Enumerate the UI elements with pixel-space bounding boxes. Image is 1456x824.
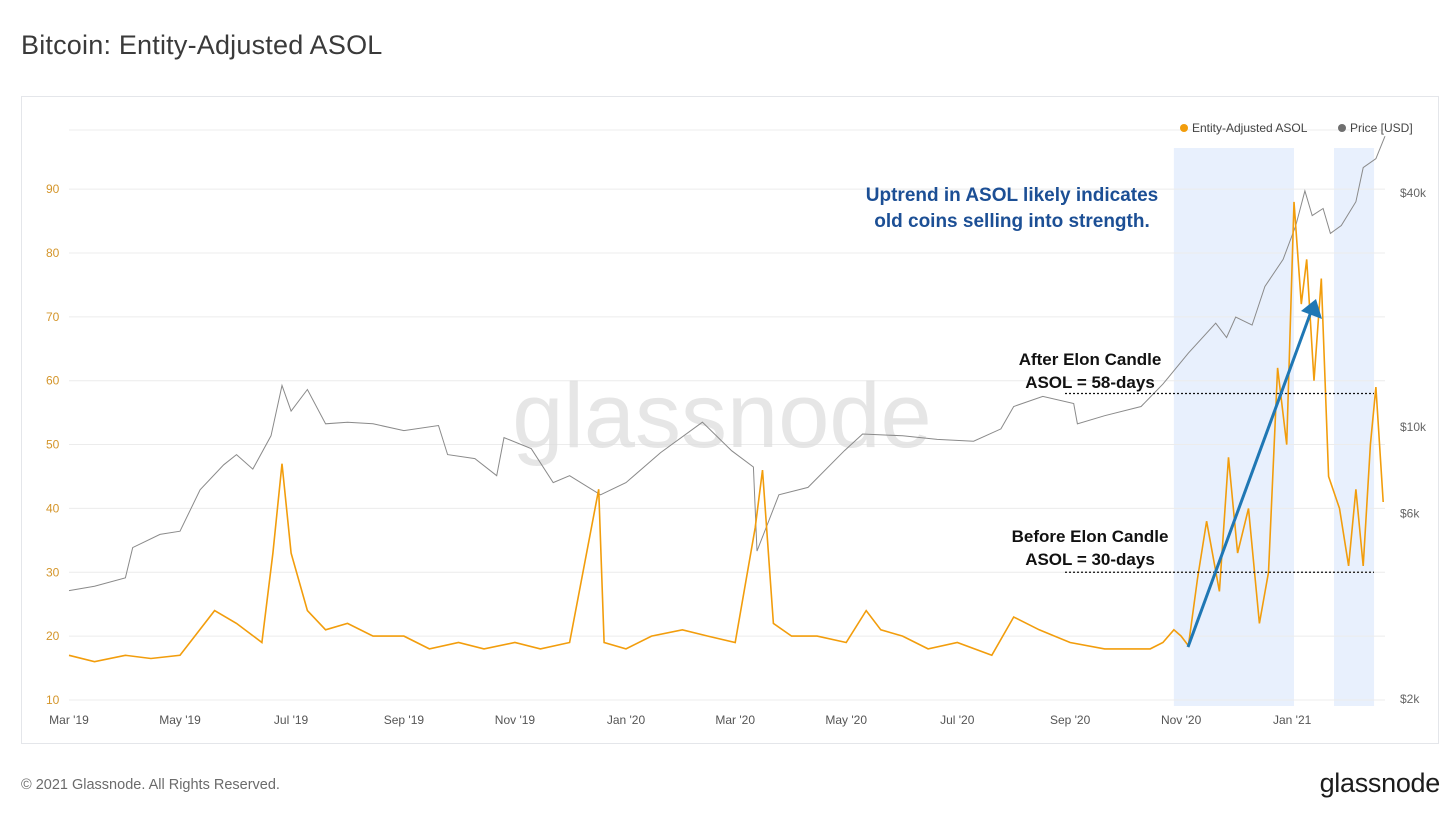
y-left-tick-label: 60	[46, 374, 60, 388]
x-tick-label: Sep '20	[1050, 713, 1091, 727]
trend-arrow	[1186, 299, 1322, 648]
asol-series-line	[68, 201, 1384, 663]
y-right-tick-label: $10k	[1400, 420, 1427, 434]
annotations: Uptrend in ASOL likely indicates old coin…	[866, 185, 1169, 569]
x-tick-label: Jan '21	[1273, 713, 1312, 727]
y-axis-right: $2k $6k $10k $40k	[1400, 186, 1427, 706]
x-tick-label: Jul '19	[274, 713, 309, 727]
y-right-tick-label: $6k	[1400, 506, 1420, 520]
legend-swatch-price	[1338, 124, 1346, 132]
annotation-after-line: After Elon Candle	[1019, 350, 1162, 369]
y-right-tick-label: $40k	[1400, 186, 1427, 200]
x-tick-label: Mar '19	[49, 713, 89, 727]
y-left-tick-label: 20	[46, 629, 60, 643]
glassnode-logo[interactable]: glassnode	[1319, 768, 1441, 798]
price-series-line	[68, 136, 1386, 592]
x-tick-label: May '19	[159, 713, 201, 727]
annotation-before-line: ASOL = 30-days	[1025, 550, 1155, 569]
page-title: Bitcoin: Entity-Adjusted ASOL	[21, 30, 383, 60]
y-left-tick-label: 70	[46, 310, 60, 324]
x-tick-label: Nov '20	[1161, 713, 1202, 727]
highlight-bands	[1173, 148, 1375, 706]
y-axis-left: 10 20 30 40 50 60 70 80 90	[46, 182, 60, 707]
legend-label-asol: Entity-Adjusted ASOL	[1192, 121, 1308, 135]
annotation-uptrend-line: Uptrend in ASOL likely indicates	[866, 185, 1158, 206]
legend-swatch-asol	[1180, 124, 1188, 132]
y-left-tick-label: 50	[46, 438, 60, 452]
copyright: © 2021 Glassnode. All Rights Reserved.	[21, 777, 280, 793]
x-tick-label: Jan '20	[607, 713, 646, 727]
x-tick-label: Sep '19	[384, 713, 425, 727]
legend: Entity-Adjusted ASOL Price [USD]	[1180, 121, 1413, 135]
y-right-tick-label: $2k	[1400, 692, 1420, 706]
trend-arrow-head	[1301, 299, 1322, 319]
annotation-uptrend-line: old coins selling into strength.	[874, 211, 1150, 232]
trend-arrow-shaft	[1186, 308, 1314, 648]
y-left-tick-label: 80	[46, 246, 60, 260]
x-tick-label: May '20	[825, 713, 867, 727]
highlight-band	[1173, 148, 1294, 706]
y-left-tick-label: 40	[46, 501, 60, 515]
highlight-band	[1334, 148, 1375, 706]
x-tick-label: Jul '20	[940, 713, 975, 727]
chart-frame: glassnode 10 20 30 40 50 60 70 80 90 $2k $6k $10k $…	[21, 96, 1439, 744]
watermark: glassnode	[512, 365, 931, 467]
annotation-before-line: Before Elon Candle	[1012, 527, 1169, 546]
x-axis: Mar '19 May '19 Jul '19 Sep '19 Nov '19 Jan '…	[49, 713, 1311, 727]
legend-label-price: Price [USD]	[1350, 121, 1413, 135]
annotation-after-line: ASOL = 58-days	[1025, 373, 1155, 392]
x-tick-label: Mar '20	[715, 713, 755, 727]
y-left-tick-label: 10	[46, 693, 60, 707]
reference-lines	[1065, 392, 1374, 573]
x-tick-label: Nov '19	[495, 713, 536, 727]
y-left-tick-label: 30	[46, 565, 60, 579]
y-left-tick-label: 90	[46, 182, 60, 196]
